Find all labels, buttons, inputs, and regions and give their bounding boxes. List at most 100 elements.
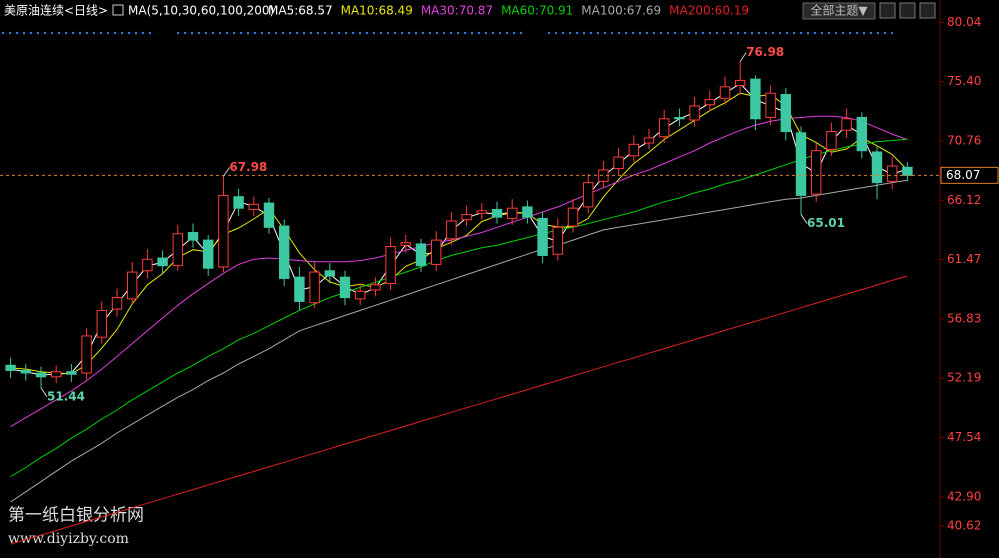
y-tick-label: 75.40 [947, 74, 981, 88]
candle-body [841, 118, 852, 131]
candle-body [674, 116, 685, 120]
candle-body [643, 137, 655, 144]
candle-body [157, 257, 168, 267]
candle-body [202, 239, 214, 269]
toolbar-icon[interactable] [919, 2, 936, 19]
candle-body [537, 217, 548, 256]
candle-body [446, 220, 457, 240]
candle-body [902, 166, 913, 176]
candle-body [20, 369, 32, 374]
event-markers [548, 30, 898, 36]
legend-entry: MA60:70.91 [501, 4, 573, 18]
legend-entry: MA10:68.49 [341, 4, 413, 18]
last-price-tag [940, 166, 999, 184]
chart-title: 美原油连续 [4, 3, 64, 18]
annotation-leader [40, 387, 48, 398]
candle-body [66, 371, 77, 375]
annotation: 65.01 [807, 216, 845, 230]
candle-body [96, 309, 108, 338]
y-tick-label: 56.83 [947, 311, 981, 325]
last-price-label: 68.07 [946, 168, 980, 182]
candle-body [856, 116, 868, 152]
y-tick-label: 40.62 [947, 519, 981, 533]
candle-body [810, 150, 822, 195]
annotation-leader [739, 52, 747, 62]
legend-entry: MA100:67.69 [581, 4, 661, 18]
candle-body [5, 364, 16, 371]
ma-line [10, 179, 908, 503]
candle-body [582, 182, 594, 208]
annotation-leader [222, 167, 230, 177]
watermark-url: www.diyizby.com [8, 531, 129, 547]
candle-body [187, 231, 199, 241]
candle-body [50, 371, 62, 378]
candle-body [370, 284, 381, 291]
candle-body [750, 78, 761, 120]
indicator-icon[interactable] [112, 4, 124, 16]
candle-body [613, 156, 624, 170]
candle-body [35, 372, 47, 378]
y-tick-label: 66.12 [947, 193, 981, 207]
candle-body [218, 194, 229, 268]
legend-entry: MA30:70.87 [421, 4, 493, 18]
candle-body [719, 86, 731, 99]
candle-body [765, 92, 776, 118]
annotation: 51.44 [47, 389, 85, 403]
ma-line [10, 115, 908, 428]
candle-body [461, 214, 472, 221]
candle-body [278, 225, 290, 279]
candle-body [294, 276, 305, 302]
ma-line [10, 138, 908, 477]
plot-area [5, 61, 913, 545]
candle-body [324, 270, 336, 277]
candle-body [385, 246, 396, 285]
candle-body [522, 206, 533, 218]
candle-body [81, 335, 92, 374]
candle-body [734, 79, 746, 87]
candle-body [142, 258, 153, 272]
candle-body [780, 93, 792, 133]
candle-body [689, 105, 700, 121]
annotation: 76.98 [746, 45, 784, 59]
candle-body [248, 203, 260, 210]
y-tick-label: 80.04 [947, 15, 981, 29]
toolbar-icon[interactable] [899, 2, 916, 19]
candle-body [263, 202, 275, 228]
candle-body [111, 297, 123, 310]
candle-body [309, 271, 320, 304]
theme-button[interactable] [802, 2, 876, 20]
candle-body [506, 207, 518, 219]
candle-body [567, 207, 579, 227]
candle-body [704, 99, 716, 106]
candle-body [172, 233, 184, 267]
y-tick-label: 70.76 [947, 133, 981, 147]
legend-entry: MA5:68.57 [268, 4, 333, 18]
theme-button-label: 全部主题▼ [810, 3, 868, 18]
event-markers [0, 30, 155, 36]
candle-body [886, 165, 898, 182]
ma-line [10, 275, 908, 545]
annotation-leader [800, 214, 808, 224]
candle-body [476, 210, 488, 214]
watermark: 第一纸白银分析网 [8, 506, 144, 526]
period-selector[interactable]: <日线> [64, 4, 108, 18]
candle-body [628, 143, 640, 157]
candle-body [354, 290, 366, 300]
candle-body [552, 226, 564, 255]
candle-body [339, 276, 351, 299]
candle-body [826, 131, 837, 150]
annotation: 67.98 [229, 160, 267, 174]
y-tick-label: 61.47 [947, 252, 981, 266]
candle-body [658, 118, 670, 138]
candle-body [233, 196, 244, 209]
y-tick-label: 42.90 [947, 489, 981, 503]
indicator-label: MA(5,10,30,60,100,200) [128, 4, 274, 18]
toolbar-icon[interactable] [879, 2, 896, 19]
candle-body [126, 271, 138, 300]
candle-body [415, 243, 427, 267]
y-tick-label: 47.54 [947, 430, 981, 444]
legend-entry: MA200:60.19 [669, 4, 749, 18]
candle-body [871, 151, 883, 184]
